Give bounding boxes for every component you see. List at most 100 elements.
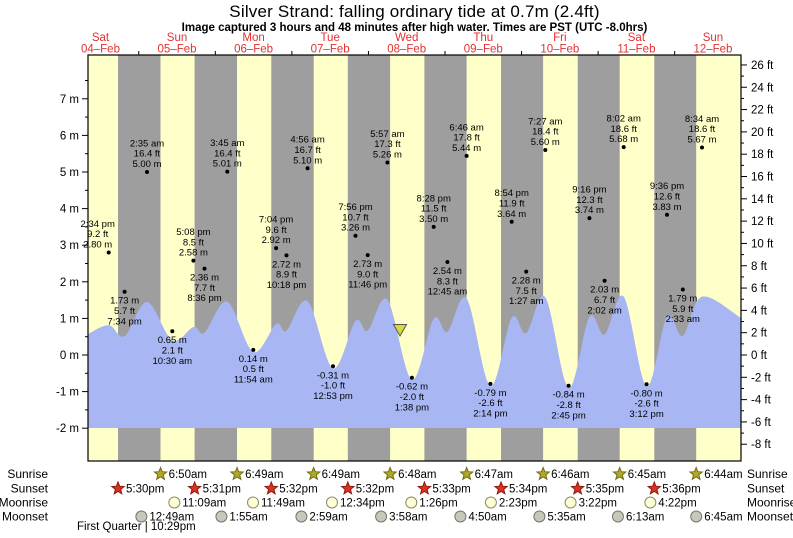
tide-point-label: 5:57 am [370,129,404,140]
tide-point-label: 8:34 am [685,114,719,125]
tide-point-label: 7:04 pm [259,215,293,226]
sunset-icon [646,480,662,495]
tide-point-label: 4:56 am [290,135,324,146]
tide-point-dot [170,329,175,334]
sunset-time: 5:32pm [279,484,317,496]
right-axis-label: -2 ft [751,372,772,384]
tide-point-label: 6:46 am [449,122,483,133]
tide-point-label: 5.00 m [132,159,161,170]
tide-point-label: 5.7 ft [114,306,135,317]
sunrise-icon [229,466,245,481]
tide-point-label: -2.6 ft [634,399,659,410]
tide-point-dot [524,269,529,274]
day-date-label: 05–Feb [158,44,197,56]
tide-point-dot [509,219,514,224]
day-name-label: Tue [320,32,339,44]
tide-point-dot [145,170,149,174]
sunrise-icon [382,466,398,481]
day-name-label: Mon [242,32,264,44]
tide-point-label: 5:08 pm [176,227,210,238]
sunset-time: 5:32pm [356,484,394,496]
tide-point-label: 8.3 ft [437,276,458,287]
tide-point-label: 9:16 pm [572,185,606,196]
day-name-label: Wed [395,32,418,44]
sunset-time: 5:31pm [203,484,241,496]
left-axis-label: 3 m [60,240,79,252]
moonset-time: 12:49am [149,512,194,524]
moonset-icon [454,510,467,523]
tide-point-label: 2.80 m [83,240,112,251]
moonset-icon [533,510,546,523]
tide-point-label: 5.67 m [687,135,716,146]
left-axis-label: 0 m [60,350,79,362]
tide-point-label: 2.92 m [262,235,291,246]
tide-point-label: 11.9 ft [499,199,525,210]
tide-point-label: 12.6 ft [654,192,681,203]
tide-point-dot [305,166,310,171]
tide-point-dot [464,153,469,158]
tide-point-label: 2.58 m [179,248,208,259]
tide-point-label: 10:30 am [152,356,192,367]
tide-point-label: 10:18 pm [267,280,307,291]
tide-point-label: 2.28 m [512,276,541,287]
tide-point-label: 3:12 pm [629,409,663,420]
day-date-label: 04–Feb [81,44,120,56]
right-axis-label: 22 ft [751,105,774,117]
tide-point-label: 2:45 pm [551,410,585,421]
moonset-time: 6:45am [704,512,742,524]
day-date-label: 09–Feb [464,44,503,56]
tide-point-dot [225,169,230,174]
tide-point-label: 2:34 pm [81,219,115,230]
tide-point-label: 5.44 m [452,143,481,154]
tide-point-label: 2:35 am [130,138,164,149]
tide-point-label: 1.73 m [110,296,139,307]
day-name-label: Sun [703,32,723,44]
right-axis-label: 10 ft [751,238,774,250]
tide-point-label: 12:45 am [428,287,468,298]
tide-point-label: 3.74 m [575,205,604,216]
tide-point-label: -2.0 ft [400,392,425,403]
tide-point-label: 11:54 am [234,375,273,386]
day-date-label: 07–Feb [311,44,350,56]
tide-point-label: -0.80 m [630,388,662,399]
tide-point-label: 8:36 pm [187,293,221,304]
tide-point-dot [665,212,669,217]
tide-point-dot [202,266,207,271]
tide-point-label: 2.54 m [433,266,462,277]
moon-phase-text: First Quarter | 10:29pm [77,521,196,533]
tide-point-dot [431,224,436,229]
sunset-icon [110,480,126,495]
moonrise-icon [247,496,260,509]
moonset-time: 6:13am [626,512,664,524]
right-axis-label: 20 ft [751,127,774,139]
tide-point-dot [644,382,649,387]
tide-point-label: 2:14 pm [473,409,507,420]
day-name-label: Fri [553,32,566,44]
tide-point-label: 2.1 ft [162,346,183,357]
tide-point-label: 17.8 ft [453,133,480,144]
tide-point-label: 5.01 m [213,159,242,170]
tide-point-dot [680,287,685,292]
plot-frame [87,54,742,462]
tide-point-dot [602,278,607,283]
tide-point-label: 3.83 m [652,202,681,213]
tide-point-label: 16.4 ft [134,149,161,160]
tide-point-dot [543,148,548,152]
day-date-label: 08–Feb [387,44,426,56]
sunrise-icon [612,466,628,481]
tide-point-label: 11:46 pm [348,280,387,291]
tide-point-dot [385,160,390,165]
tide-point-label: 7:27 am [528,116,562,127]
moonset-time: 2:59am [309,512,347,524]
tide-point-label: 1.79 m [668,294,697,305]
sunrise-time: 6:46am [551,469,589,481]
sunrise-icon [688,466,704,481]
moonset-icon [295,510,308,523]
moonset-icon [135,510,148,523]
right-axis-label: 18 ft [751,149,774,161]
tide-point-label: 7.7 ft [194,283,215,294]
right-axis-label: 0 ft [751,350,768,362]
moonset-time: 4:50am [468,512,506,524]
moonrise-icon [168,496,181,509]
